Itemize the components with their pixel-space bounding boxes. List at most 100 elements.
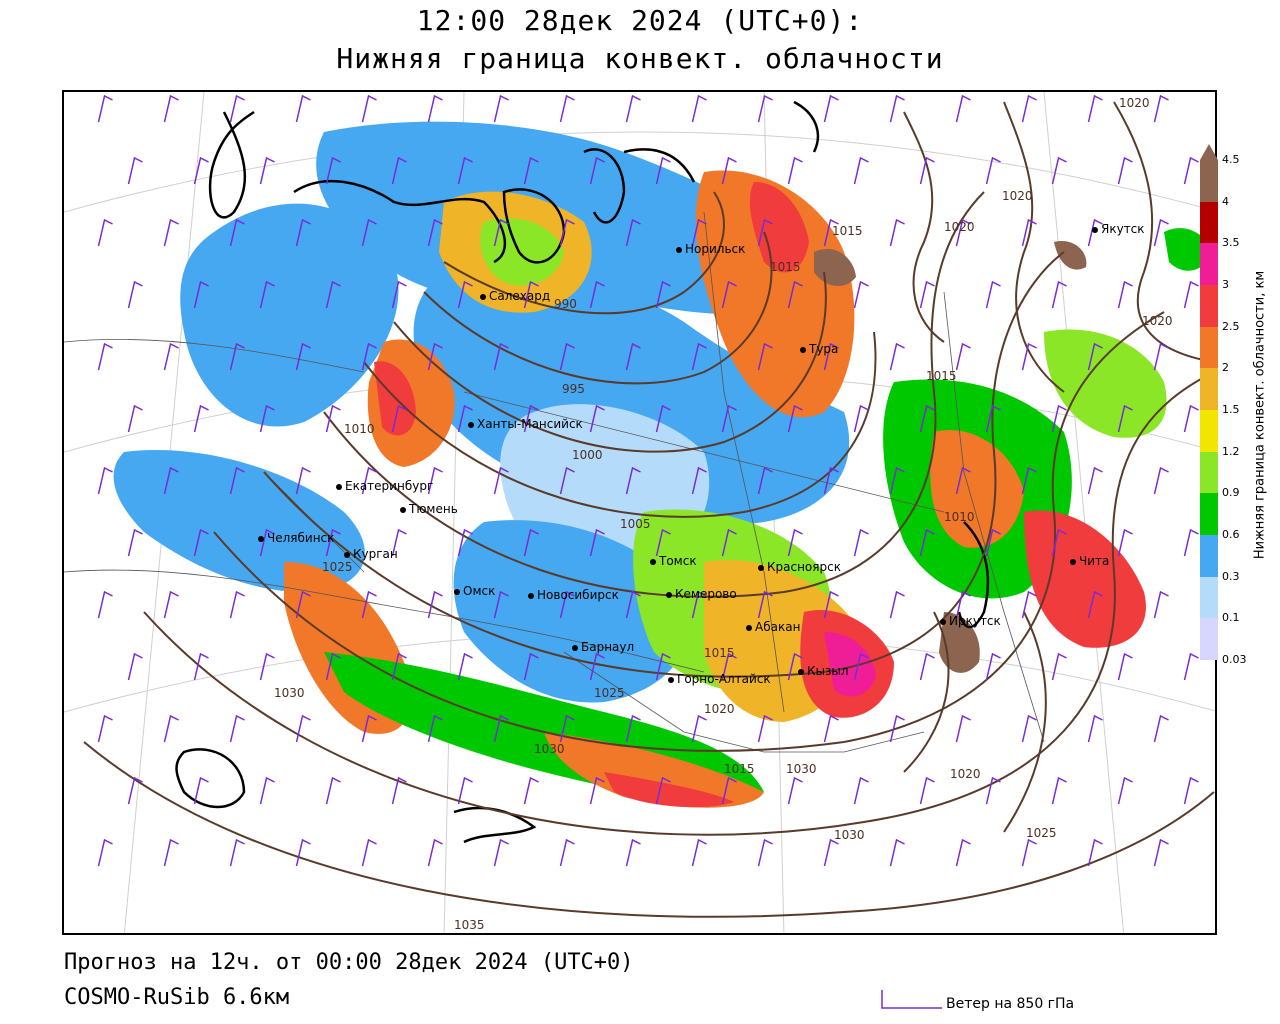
wind-barb [889, 218, 905, 247]
wind-barb [127, 652, 143, 681]
wind-barb [691, 714, 707, 743]
wind-barb [889, 714, 905, 743]
wind-barb [559, 838, 575, 867]
wind-barb [625, 94, 641, 123]
color-scale-title: Нижняя граница конвект. облачности, км [1252, 270, 1268, 560]
wind-barb [691, 94, 707, 123]
wind-barb [889, 342, 905, 371]
forecast-map[interactable]: Салехард Норильск Тура Якутск Ханты-Манс… [62, 90, 1217, 935]
city-tomsk: Томск [650, 554, 697, 568]
model-caption: COSMO-RuSib 6.6км [64, 985, 290, 1010]
wind-barb [919, 156, 935, 185]
wind-barb [259, 280, 275, 309]
wind-barb [1051, 280, 1067, 309]
wind-barb [823, 714, 839, 743]
color-scale-swatch [1200, 285, 1218, 327]
wind-barb [1087, 94, 1103, 123]
wind-barb [97, 94, 113, 123]
wind-barb [1087, 466, 1103, 495]
wind-barb [1153, 466, 1169, 495]
isobar-label: 1020 [704, 702, 735, 716]
color-scale-bar [1200, 144, 1218, 660]
wind-barb [229, 838, 245, 867]
wind-barb [691, 218, 707, 247]
color-scale-swatch [1200, 576, 1218, 619]
wind-barb [757, 466, 773, 495]
wind-barb [823, 94, 839, 123]
wind-barb [559, 342, 575, 371]
wind-barb [523, 528, 539, 557]
color-scale-tick-label: 0.9 [1222, 486, 1240, 500]
wind-barb [1117, 156, 1133, 185]
wind-barb [163, 714, 179, 743]
wind-barb [955, 590, 971, 619]
isobar-label: 1015 [704, 646, 735, 660]
wind-barb [1087, 218, 1103, 247]
wind-legend-icon [881, 990, 942, 1009]
wind-barb [757, 94, 773, 123]
wind-barb [919, 528, 935, 557]
wind-barb [823, 590, 839, 619]
wind-barb [559, 94, 575, 123]
city-novosibirsk: Новосибирск [528, 588, 619, 602]
wind-barb [325, 652, 341, 681]
wind-barb [823, 218, 839, 247]
city-tura: Тура [800, 342, 838, 356]
wind-barb [391, 156, 407, 185]
wind-barb [1021, 590, 1037, 619]
color-scale-tick-label: 2.5 [1222, 319, 1240, 333]
wind-barb [625, 714, 641, 743]
wind-barb [655, 280, 671, 309]
wind-barb [853, 404, 869, 433]
isobar-label: 1010 [944, 510, 975, 524]
wind-barb [655, 776, 671, 805]
isobar-label: 1020 [1142, 314, 1173, 328]
wind-barb [721, 652, 737, 681]
color-scale-cap [1200, 144, 1218, 160]
wind-barb [787, 776, 803, 805]
color-scale-swatch [1200, 618, 1218, 660]
wind-barb [97, 590, 113, 619]
wind-barb [1021, 466, 1037, 495]
wind-barb [127, 280, 143, 309]
city-kemerovo: Кемерово [666, 587, 737, 601]
wind-barb [985, 776, 1001, 805]
wind-barb [193, 280, 209, 309]
color-scale-swatch [1200, 326, 1218, 369]
isobar-label: 1020 [950, 767, 981, 781]
wind-barb [127, 776, 143, 805]
wind-barb [229, 94, 245, 123]
wind-barb [295, 94, 311, 123]
isobar-label: 1015 [832, 224, 863, 238]
city-khanty-mansiysk: Ханты-Мансийск [468, 417, 583, 431]
wind-barb [1117, 280, 1133, 309]
isobar-label: 1015 [724, 762, 755, 776]
city-krasnoyarsk: Красноярск [758, 560, 841, 574]
city-gorno-altaysk: Горно-Алтайск [668, 672, 771, 686]
wind-barb [1117, 404, 1133, 433]
city-irkutsk: Иркутск [940, 614, 1001, 628]
wind-barb [361, 838, 377, 867]
isobar-label: 1035 [454, 918, 485, 932]
wind-barb [193, 652, 209, 681]
wind-barb [493, 838, 509, 867]
wind-barb [787, 528, 803, 557]
city-norilsk: Норильск [676, 242, 745, 256]
wind-barb [295, 838, 311, 867]
isobar-label: 1030 [786, 762, 817, 776]
wind-barb [853, 652, 869, 681]
wind-barb [559, 714, 575, 743]
wind-barb [919, 280, 935, 309]
wind-barb [559, 218, 575, 247]
wind-barb [919, 404, 935, 433]
wind-barb [325, 776, 341, 805]
wind-barb [163, 218, 179, 247]
wind-barb [163, 466, 179, 495]
color-scale-swatch [1200, 451, 1218, 494]
wind-barb [853, 776, 869, 805]
wind-barb [259, 404, 275, 433]
wind-barb [955, 838, 971, 867]
wind-barb [391, 776, 407, 805]
wind-barb [589, 776, 605, 805]
wind-barb [457, 652, 473, 681]
